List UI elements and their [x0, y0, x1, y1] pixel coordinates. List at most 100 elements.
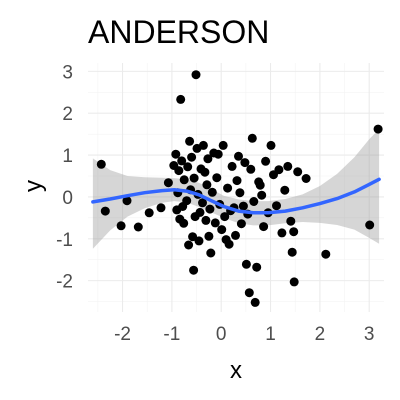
- data-point: [188, 232, 198, 242]
- data-point: [257, 190, 267, 200]
- data-point: [246, 164, 256, 174]
- data-point: [176, 94, 186, 104]
- data-point: [218, 140, 228, 150]
- data-point: [252, 262, 262, 272]
- data-point: [195, 207, 205, 217]
- data-point: [203, 154, 213, 164]
- data-point: [227, 161, 237, 171]
- data-point: [272, 201, 281, 211]
- data-point: [235, 188, 245, 198]
- data-point: [200, 167, 210, 177]
- data-point: [144, 208, 154, 218]
- y-tick-label: 1: [62, 146, 73, 167]
- x-tick-label: 3: [364, 324, 375, 345]
- data-point: [249, 197, 259, 206]
- data-point: [280, 185, 290, 195]
- data-point: [171, 149, 181, 159]
- y-tick-label: -2: [56, 272, 73, 293]
- data-point: [236, 219, 246, 229]
- data-point: [274, 165, 284, 175]
- data-point: [198, 198, 207, 208]
- data-point: [156, 203, 166, 213]
- x-tick-label: -2: [114, 324, 131, 345]
- data-point: [177, 156, 187, 166]
- y-tick-label: -1: [56, 230, 73, 251]
- data-point: [250, 297, 260, 307]
- grid: [88, 63, 384, 312]
- data-point: [213, 149, 223, 159]
- data-point: [187, 152, 197, 162]
- data-point: [182, 196, 192, 206]
- data-point: [365, 220, 375, 230]
- confidence-band: [92, 129, 380, 249]
- data-point: [301, 174, 311, 183]
- data-point: [255, 180, 265, 190]
- data-point: [174, 166, 184, 176]
- data-point: [321, 249, 331, 259]
- data-point: [212, 173, 222, 183]
- data-point: [293, 167, 303, 177]
- data-point: [241, 259, 251, 269]
- smooth-line: [91, 177, 381, 215]
- data-point: [191, 70, 201, 80]
- data-point: [179, 218, 189, 228]
- smooth-trend-line: [91, 177, 381, 215]
- data-point: [201, 215, 211, 225]
- data-point: [183, 162, 193, 172]
- data-point: [116, 221, 126, 231]
- x-tick-label: 1: [265, 324, 276, 345]
- data-point: [184, 240, 194, 250]
- data-point: [217, 225, 227, 235]
- data-point: [286, 216, 296, 226]
- data-point: [247, 133, 257, 143]
- data-point: [232, 176, 242, 186]
- confidence-band-area: [92, 129, 380, 249]
- y-tick-label: 2: [62, 104, 73, 125]
- x-tick-label: -1: [163, 324, 180, 345]
- data-point: [185, 136, 195, 146]
- y-tick-label: 0: [62, 188, 73, 209]
- data-point: [179, 175, 189, 185]
- data-point: [259, 222, 269, 232]
- data-point: [261, 156, 271, 166]
- data-point: [234, 151, 243, 161]
- data-point: [244, 288, 254, 298]
- data-point: [207, 187, 217, 197]
- data-point: [224, 239, 234, 249]
- data-point: [163, 178, 173, 188]
- y-axis-title: y: [20, 180, 47, 192]
- data-point: [205, 204, 215, 214]
- data-point: [122, 196, 132, 206]
- data-point: [289, 227, 299, 237]
- data-point: [238, 201, 248, 211]
- data-point: [277, 228, 287, 238]
- chart-title: ANDERSON: [88, 14, 269, 50]
- data-point: [96, 159, 106, 169]
- data-point: [133, 222, 143, 232]
- data-point: [198, 140, 208, 150]
- x-tick-label: 0: [216, 324, 227, 345]
- data-point: [204, 231, 214, 241]
- x-axis-ticks: -2 -1 0 1 2 3: [114, 324, 374, 345]
- data-point: [287, 247, 297, 257]
- data-point: [189, 265, 199, 275]
- data-point: [283, 161, 293, 171]
- y-axis-ticks: -2 -1 0 1 2 3: [56, 62, 73, 292]
- data-point: [100, 206, 110, 216]
- data-point: [240, 158, 250, 168]
- data-point: [206, 248, 216, 258]
- data-point: [202, 180, 212, 190]
- data-point: [194, 236, 204, 246]
- data-point: [220, 212, 230, 222]
- x-tick-label: 2: [315, 324, 326, 345]
- y-tick-label: 3: [62, 62, 73, 83]
- data-point: [289, 277, 299, 287]
- data-point: [231, 230, 240, 240]
- data-point: [223, 183, 233, 193]
- x-axis-title: x: [230, 357, 242, 384]
- data-points: [96, 70, 383, 307]
- data-point: [210, 218, 220, 228]
- data-point: [373, 124, 383, 134]
